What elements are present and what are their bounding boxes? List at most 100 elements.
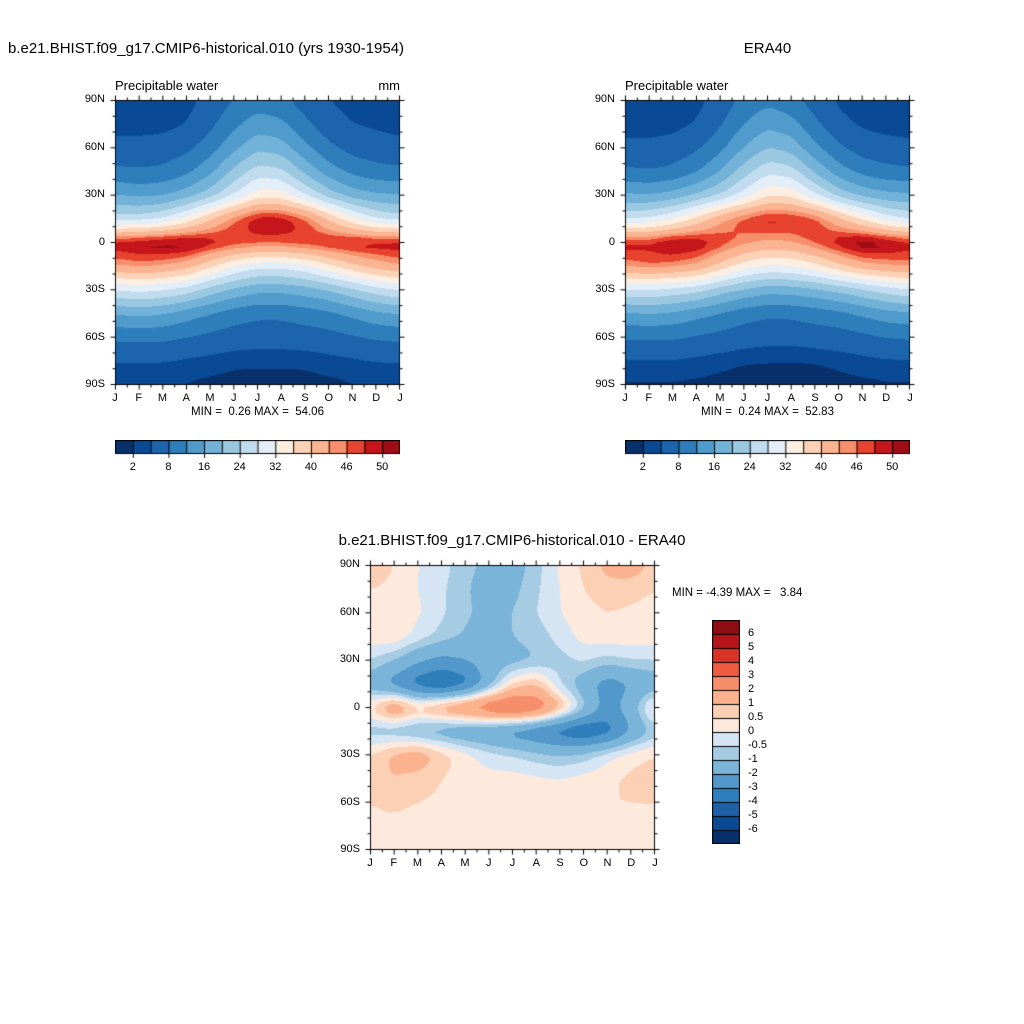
y-tick-label: 90S bbox=[595, 378, 615, 390]
colorbar-tick-label: 0 bbox=[748, 725, 755, 737]
colorbar-tick-label: -6 bbox=[748, 823, 758, 835]
y-tick-label: 30N bbox=[594, 188, 615, 200]
x-tick-label: S bbox=[556, 857, 564, 869]
x-tick-label: A bbox=[532, 857, 540, 869]
y-tick-label: 30N bbox=[339, 653, 360, 665]
y-tick-label: 60S bbox=[340, 795, 360, 808]
colorbar-tick-label: 16 bbox=[197, 461, 211, 473]
y-tick-label: 60N bbox=[594, 140, 615, 153]
y-tick-label: 60N bbox=[84, 140, 105, 153]
diff-minmax-label: MIN = -4.39 MAX = 3.84 bbox=[672, 587, 803, 599]
difference-contour-plot bbox=[362, 557, 663, 858]
colorbar-tick-label: 32 bbox=[779, 461, 792, 473]
colorbar-tick-label: 50 bbox=[376, 461, 389, 473]
x-tick-label: M bbox=[667, 392, 678, 404]
y-tick-label: 30S bbox=[595, 283, 615, 295]
colorbar-tick-label: 32 bbox=[269, 461, 282, 473]
x-tick-label: S bbox=[301, 392, 309, 404]
y-tick-label: 30S bbox=[85, 283, 105, 295]
y-tick-label: 0 bbox=[608, 235, 615, 248]
colorbar-tick-label: -2 bbox=[748, 767, 758, 779]
x-tick-label: N bbox=[603, 857, 612, 869]
x-tick-label: F bbox=[390, 857, 398, 869]
colorbar-tick-label: 6 bbox=[748, 627, 755, 639]
model-minmax-label: MIN = 0.26 MAX = 54.06 bbox=[191, 406, 324, 418]
colorbar-tick-label: 3 bbox=[748, 669, 755, 681]
era40-colorbar bbox=[625, 440, 910, 459]
era40-contour-plot bbox=[617, 92, 918, 393]
panel-era40-title: ERA40 bbox=[743, 40, 792, 57]
x-tick-label: M bbox=[460, 857, 470, 869]
x-tick-label: J bbox=[622, 392, 628, 404]
x-tick-label: O bbox=[324, 392, 334, 404]
colorbar-tick-label: -0.5 bbox=[748, 739, 767, 751]
x-tick-label: M bbox=[715, 392, 725, 404]
panel-model-units: mm bbox=[378, 78, 400, 93]
y-tick-label: 30N bbox=[84, 188, 105, 200]
x-tick-label: A bbox=[182, 392, 190, 404]
x-tick-label: N bbox=[858, 392, 867, 404]
y-tick-label: 90N bbox=[339, 558, 360, 570]
colorbar-tick-label: 2 bbox=[639, 461, 646, 473]
colorbar-tick-label: 1 bbox=[748, 697, 755, 709]
x-tick-label: A bbox=[437, 857, 445, 869]
y-tick-label: 30S bbox=[340, 748, 360, 760]
colorbar-tick-label: 40 bbox=[814, 461, 828, 473]
era40-minmax-label: MIN = 0.24 MAX = 52.83 bbox=[701, 406, 834, 418]
x-tick-label: M bbox=[157, 392, 168, 404]
x-tick-label: F bbox=[135, 392, 143, 404]
panel-era40-header: Precipitable water bbox=[625, 78, 910, 93]
x-tick-label: J bbox=[367, 857, 373, 869]
x-tick-label: A bbox=[277, 392, 285, 404]
colorbar-tick-label: 8 bbox=[675, 461, 682, 473]
y-tick-label: 60S bbox=[85, 330, 105, 343]
x-tick-label: S bbox=[811, 392, 819, 404]
x-tick-label: J bbox=[112, 392, 118, 404]
colorbar-tick-label: 50 bbox=[886, 461, 899, 473]
y-tick-label: 0 bbox=[98, 235, 105, 248]
colorbar-tick-label: -4 bbox=[748, 795, 758, 807]
colorbar-tick-label: 46 bbox=[850, 461, 863, 473]
x-tick-label: J bbox=[231, 392, 237, 404]
x-tick-label: J bbox=[741, 392, 747, 404]
x-tick-label: M bbox=[205, 392, 215, 404]
x-tick-label: J bbox=[764, 392, 771, 404]
y-tick-label: 90S bbox=[85, 378, 105, 390]
x-tick-label: J bbox=[254, 392, 261, 404]
x-tick-label: J bbox=[486, 857, 492, 869]
x-tick-label: J bbox=[907, 392, 913, 404]
colorbar-tick-label: 46 bbox=[340, 461, 353, 473]
x-tick-label: M bbox=[412, 857, 423, 869]
colorbar-tick-label: -5 bbox=[748, 809, 758, 821]
x-tick-label: F bbox=[645, 392, 653, 404]
panel-model-header: Precipitable water mm bbox=[115, 78, 400, 93]
x-tick-label: D bbox=[372, 392, 381, 404]
y-tick-label: 90N bbox=[84, 93, 105, 105]
y-tick-label: 60S bbox=[595, 330, 615, 343]
panel-model-title: b.e21.BHIST.f09_g17.CMIP6-historical.010… bbox=[8, 40, 405, 57]
y-tick-label: 90S bbox=[340, 843, 360, 855]
panel-era40-subtitle: Precipitable water bbox=[625, 78, 729, 93]
model-colorbar bbox=[115, 440, 400, 459]
colorbar-tick-label: 5 bbox=[748, 641, 755, 653]
colorbar-tick-label: -3 bbox=[748, 781, 758, 793]
y-tick-label: 60N bbox=[339, 605, 360, 618]
colorbar-tick-label: 16 bbox=[707, 461, 721, 473]
x-tick-label: N bbox=[348, 392, 357, 404]
colorbar-tick-label: 4 bbox=[748, 655, 755, 667]
model-contour-plot bbox=[107, 92, 408, 393]
x-tick-label: D bbox=[627, 857, 636, 869]
panel-model-subtitle: Precipitable water bbox=[115, 78, 219, 93]
colorbar-tick-label: 2 bbox=[129, 461, 136, 473]
colorbar-tick-label: 24 bbox=[233, 461, 246, 473]
colorbar-tick-label: -1 bbox=[748, 753, 758, 765]
x-tick-label: O bbox=[834, 392, 844, 404]
colorbar-tick-label: 24 bbox=[743, 461, 756, 473]
x-tick-label: O bbox=[579, 857, 589, 869]
colorbar-tick-label: 2 bbox=[748, 683, 755, 695]
colorbar-tick-label: 8 bbox=[165, 461, 172, 473]
y-tick-label: 90N bbox=[594, 93, 615, 105]
x-tick-label: A bbox=[692, 392, 700, 404]
x-tick-label: J bbox=[397, 392, 403, 404]
